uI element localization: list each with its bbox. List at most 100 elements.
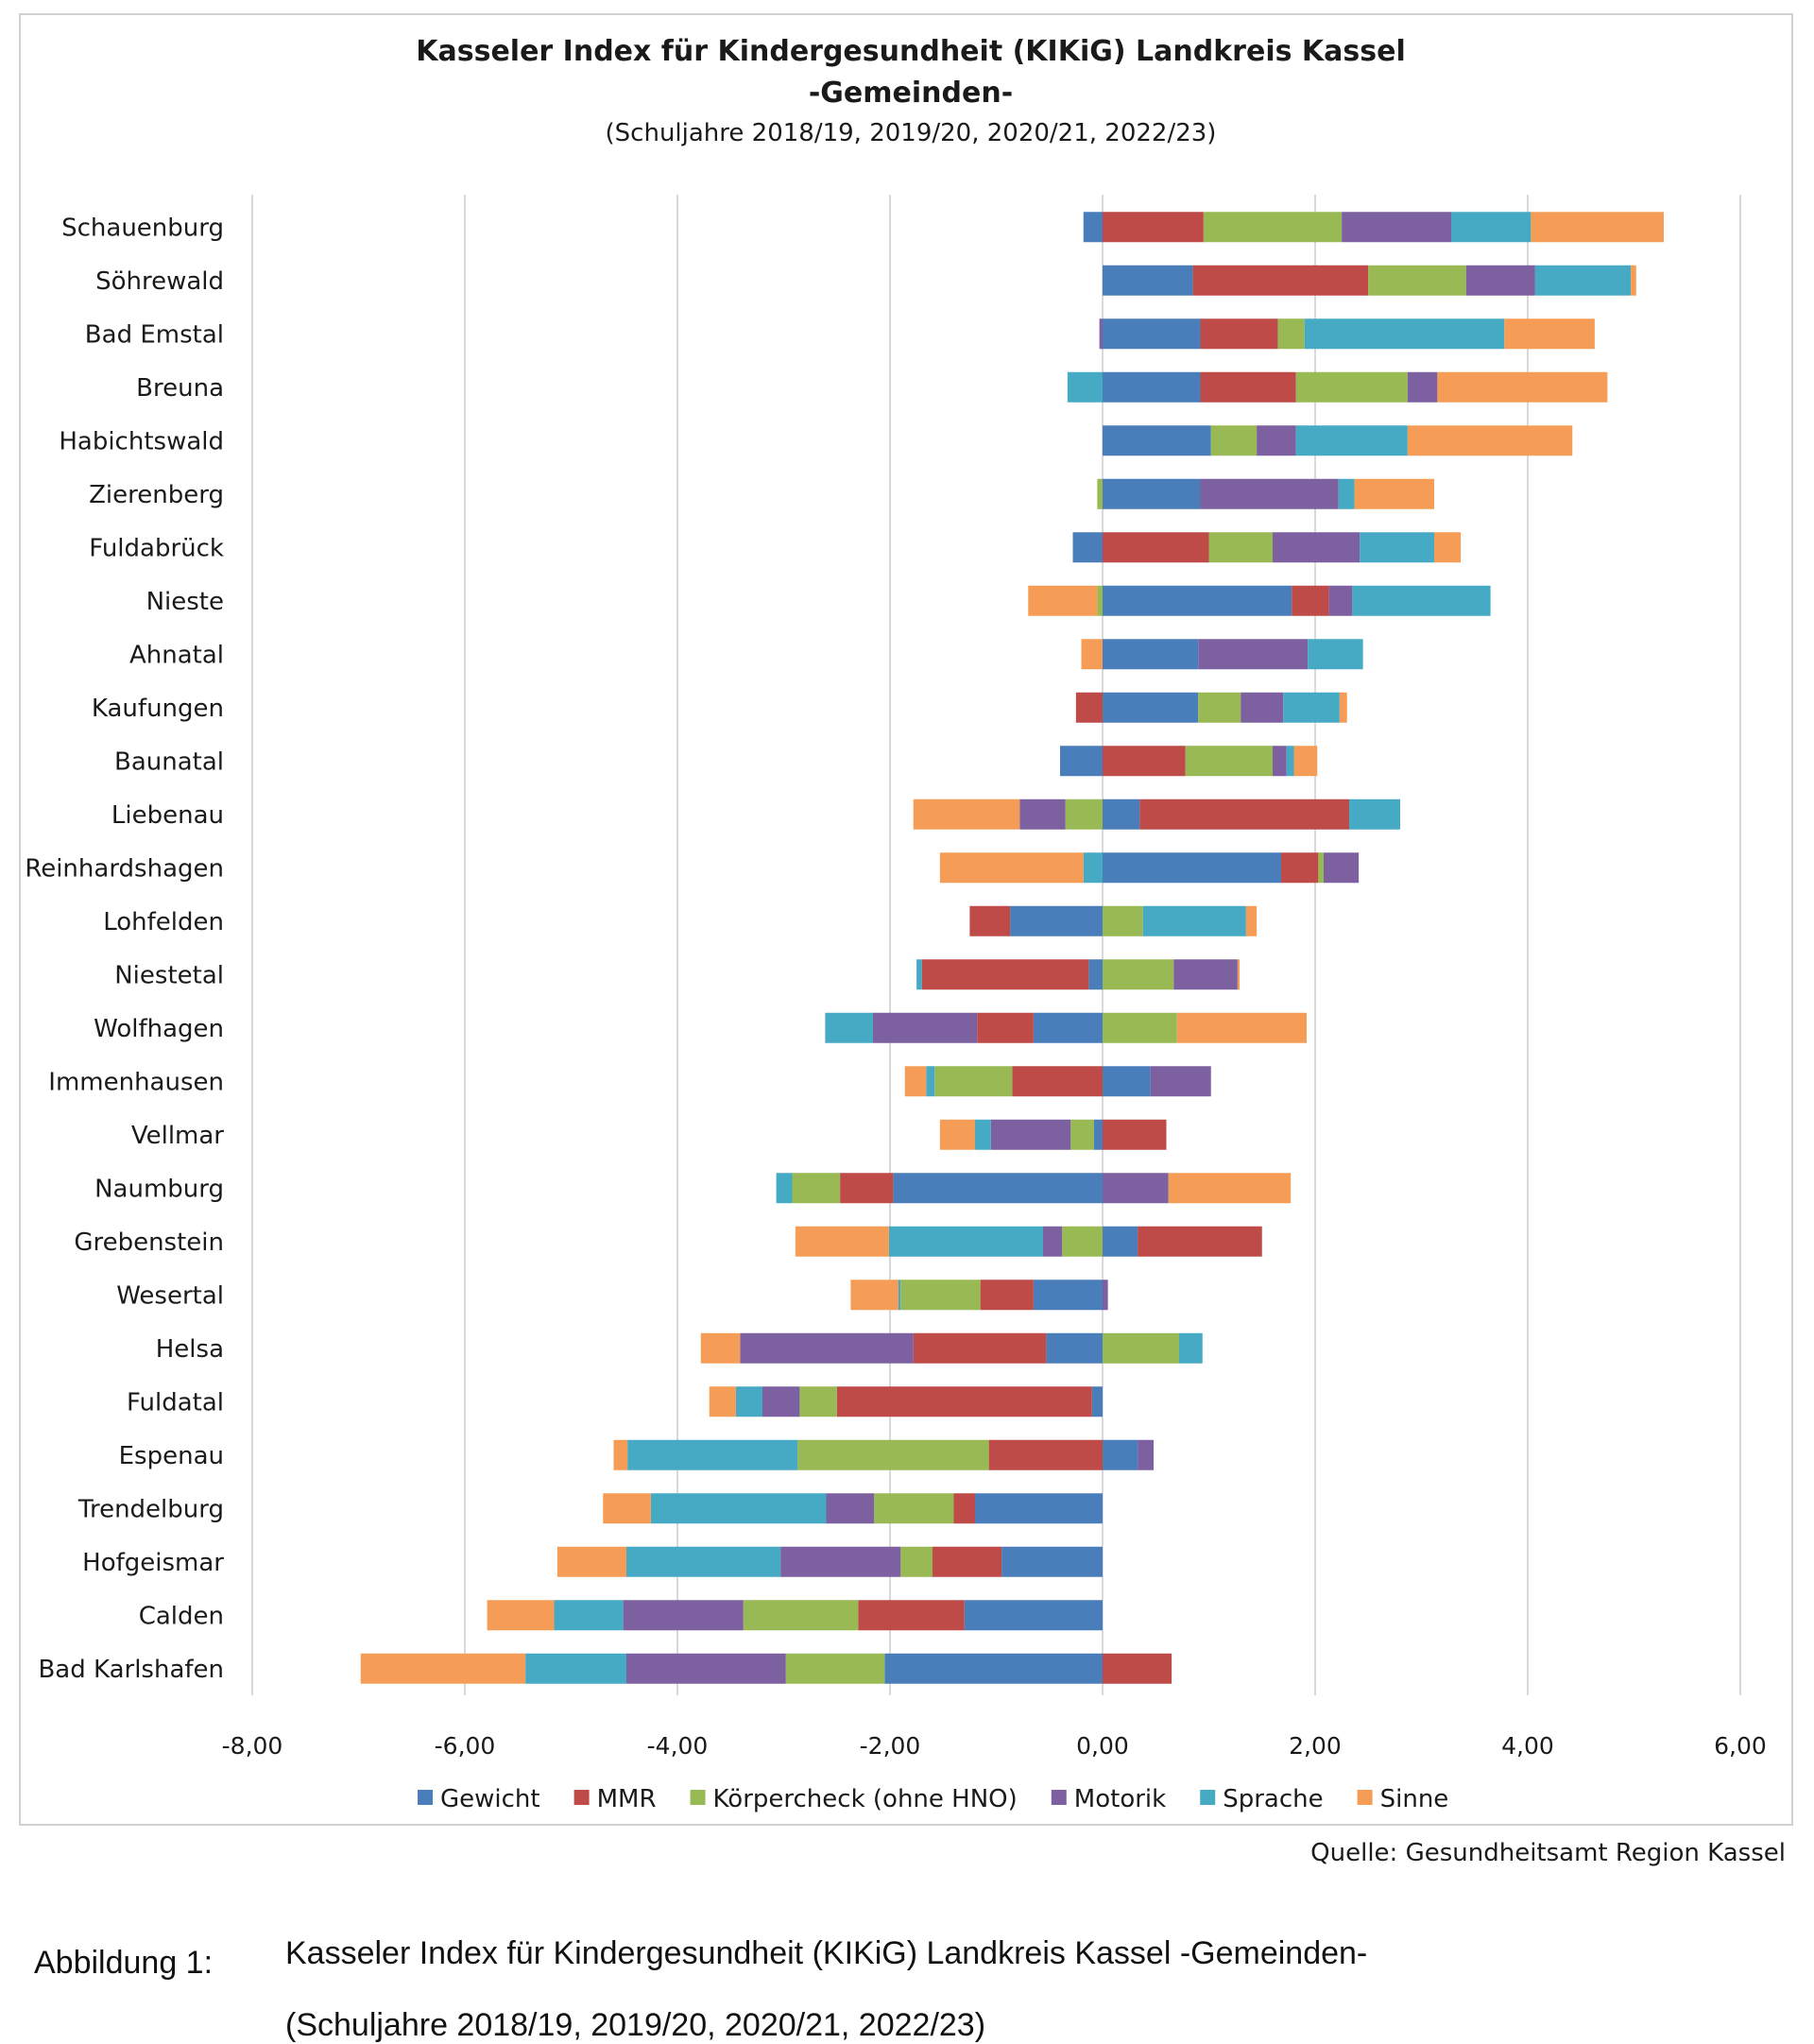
- legend-swatch-3: [1051, 1790, 1067, 1805]
- bar-24-3: [826, 1493, 875, 1524]
- bar-26-1: [858, 1600, 965, 1631]
- bar-0-4: [1451, 212, 1532, 243]
- bar-19-1: [1138, 1226, 1262, 1257]
- bar-1-5: [1631, 265, 1636, 296]
- bar-15-5: [1176, 1012, 1307, 1043]
- bar-22-5: [709, 1386, 736, 1417]
- bar-5-0: [1103, 478, 1201, 509]
- bar-18-1: [840, 1173, 894, 1204]
- bar-5-2: [1097, 478, 1103, 509]
- bar-7-0: [1103, 585, 1292, 616]
- bar-10-5: [1293, 746, 1318, 777]
- bar-15-4: [825, 1012, 873, 1043]
- bar-12-2: [1318, 852, 1324, 884]
- bar-2-0: [1103, 318, 1201, 350]
- bar-10-3: [1273, 746, 1287, 777]
- bar-27-4: [525, 1653, 626, 1684]
- bar-9-2: [1198, 692, 1241, 723]
- bar-20-5: [850, 1280, 898, 1311]
- bar-3-0: [1103, 371, 1201, 403]
- bar-9-0: [1103, 692, 1199, 723]
- bar-5-3: [1200, 478, 1339, 509]
- bar-6-4: [1360, 532, 1434, 563]
- bar-17-1: [1103, 1119, 1167, 1150]
- category-label-0: Schauenburg: [61, 214, 224, 242]
- chart-subtitle: (Schuljahre 2018/19, 2019/20, 2020/21, 2…: [606, 119, 1217, 147]
- bar-17-2: [1070, 1119, 1094, 1150]
- category-label-22: Fuldatal: [127, 1388, 224, 1417]
- bar-6-0: [1072, 532, 1103, 563]
- bar-12-4: [1083, 852, 1103, 884]
- bar-14-0: [1088, 959, 1103, 990]
- category-label-3: Breuna: [136, 374, 224, 403]
- bar-6-1: [1103, 532, 1209, 563]
- bar-9-1: [1075, 692, 1103, 723]
- bar-15-1: [977, 1012, 1034, 1043]
- bar-23-2: [797, 1439, 989, 1470]
- bar-0-2: [1203, 212, 1343, 243]
- bar-23-5: [613, 1439, 628, 1470]
- category-label-4: Habichtswald: [59, 427, 224, 455]
- bar-19-0: [1103, 1226, 1138, 1257]
- legend-label-1: MMR: [597, 1785, 657, 1813]
- bar-1-4: [1534, 265, 1632, 296]
- category-label-10: Baunatal: [114, 747, 224, 776]
- bar-15-3: [873, 1012, 978, 1043]
- bar-10-2: [1185, 746, 1273, 777]
- legend: Gewicht MMR Körpercheck (ohne HNO) Motorik S…: [418, 1785, 1448, 1813]
- category-label-21: Helsa: [156, 1335, 224, 1364]
- bar-20-1: [980, 1280, 1034, 1311]
- bar-23-3: [1138, 1439, 1154, 1470]
- bar-6-3: [1273, 532, 1360, 563]
- bar-14-5: [1237, 959, 1241, 990]
- chart-title-line2: -Gemeinden-: [809, 77, 1013, 110]
- bar-24-1: [953, 1493, 975, 1524]
- bar-23-1: [988, 1439, 1103, 1470]
- bar-2-4: [1304, 318, 1505, 350]
- bar-1-0: [1103, 265, 1193, 296]
- bar-26-3: [623, 1600, 744, 1631]
- bar-1-2: [1368, 265, 1466, 296]
- bars: [360, 212, 1664, 1684]
- x-tick-label-0: -8,00: [222, 1732, 283, 1760]
- bar-0-3: [1342, 212, 1451, 243]
- legend-label-0: Gewicht: [440, 1785, 540, 1813]
- bar-1-1: [1192, 265, 1369, 296]
- bar-13-0: [1010, 905, 1103, 936]
- legend-swatch-1: [573, 1790, 590, 1805]
- chart-title: Kasseler Index für Kindergesundheit (KIK…: [416, 35, 1405, 68]
- bar-19-2: [1062, 1226, 1103, 1257]
- x-tick-label-7: 6,00: [1714, 1732, 1767, 1760]
- bar-27-0: [884, 1653, 1103, 1684]
- bar-19-3: [1043, 1226, 1063, 1257]
- bar-22-3: [762, 1386, 800, 1417]
- category-label-13: Lohfelden: [103, 908, 224, 936]
- bar-8-4: [1308, 639, 1363, 670]
- bar-26-2: [743, 1600, 859, 1631]
- bar-26-5: [487, 1600, 555, 1631]
- bar-9-4: [1283, 692, 1340, 723]
- category-label-17: Vellmar: [131, 1122, 224, 1150]
- bar-25-1: [933, 1546, 1002, 1577]
- bar-11-1: [1139, 799, 1349, 830]
- bar-4-5: [1407, 425, 1573, 456]
- bar-6-2: [1208, 532, 1273, 563]
- bar-2-1: [1200, 318, 1278, 350]
- bar-12-0: [1103, 852, 1281, 884]
- bar-2-3: [1099, 318, 1103, 350]
- bar-16-3: [1150, 1066, 1211, 1097]
- bar-18-3: [1103, 1173, 1169, 1204]
- bar-22-2: [799, 1386, 837, 1417]
- bar-7-3: [1328, 585, 1353, 616]
- category-label-26: Calden: [139, 1602, 224, 1630]
- bar-3-1: [1200, 371, 1296, 403]
- bar-9-3: [1241, 692, 1284, 723]
- bar-13-5: [1245, 905, 1258, 936]
- bar-16-5: [904, 1066, 927, 1097]
- category-label-24: Trendelburg: [77, 1495, 224, 1523]
- bar-18-2: [792, 1173, 841, 1204]
- category-label-19: Grebenstein: [74, 1228, 224, 1257]
- bar-0-1: [1103, 212, 1204, 243]
- bar-4-3: [1257, 425, 1296, 456]
- bar-11-2: [1065, 799, 1103, 830]
